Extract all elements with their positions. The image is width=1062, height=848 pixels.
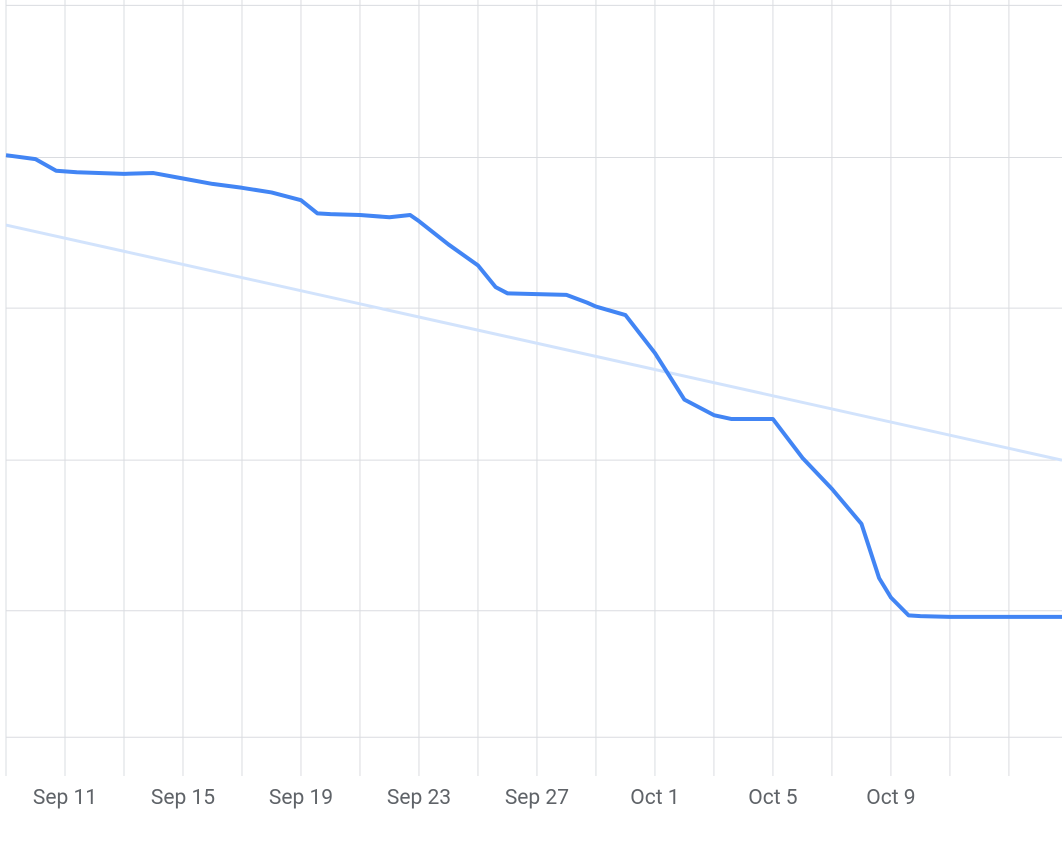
x-tick-label: Sep 23: [387, 786, 451, 810]
burndown-chart: Sep 11 Sep 15 Sep 19 Sep 23 Sep 27 Oct 1 Oct 5…: [0, 0, 1062, 848]
x-tick-label: Oct 5: [748, 786, 797, 810]
x-tick-label: Oct 9: [866, 786, 915, 810]
chart-svg: Sep 11 Sep 15 Sep 19 Sep 23 Sep 27 Oct 1 Oct 5…: [0, 0, 1062, 848]
x-tick-label: Sep 19: [269, 786, 333, 810]
x-tick-label: Sep 27: [505, 786, 569, 810]
x-tick-label: Sep 11: [33, 786, 97, 810]
x-tick-label: Oct 1: [630, 786, 679, 810]
x-tick-label: Sep 15: [151, 786, 215, 810]
